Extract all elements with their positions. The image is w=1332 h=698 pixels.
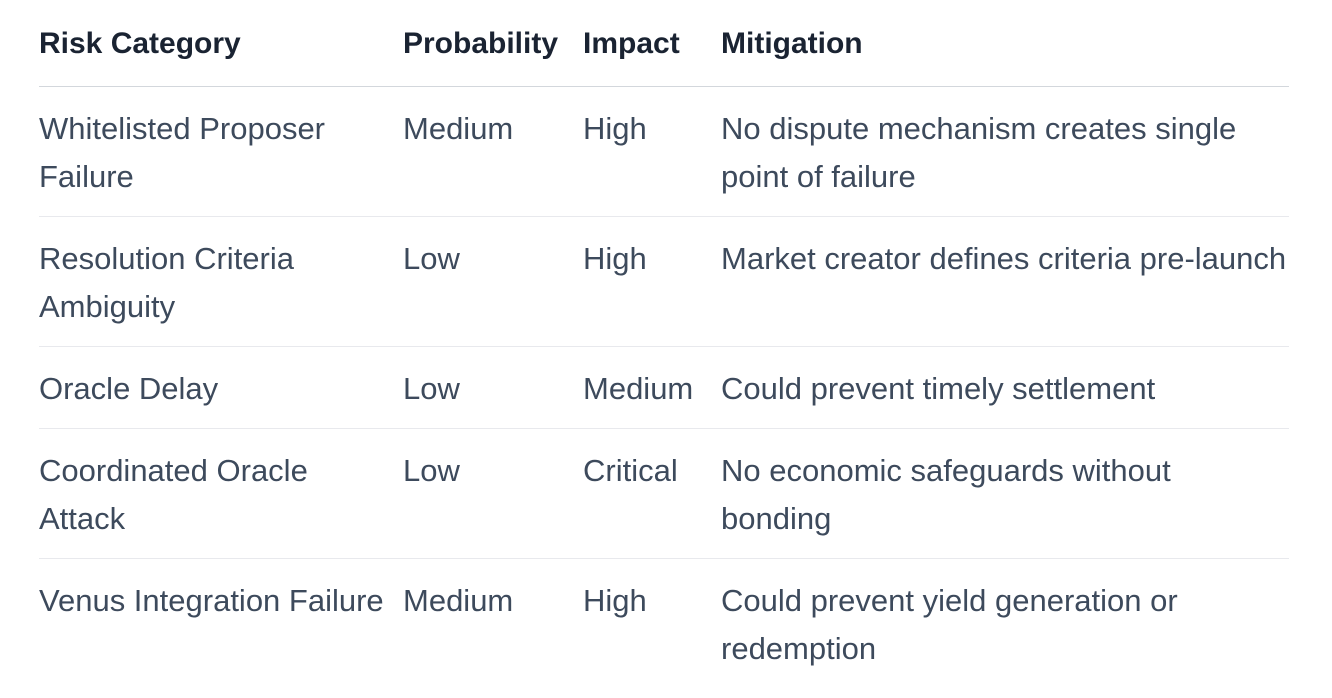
- cell-risk-category: Coordinated Oracle Attack: [39, 428, 403, 559]
- cell-risk-category: Resolution Criteria Ambiguity: [39, 216, 403, 347]
- risk-category-text: Coordinated Oracle Attack: [39, 453, 308, 536]
- cell-probability: Low: [403, 216, 583, 347]
- cell-impact: Critical: [583, 428, 721, 559]
- risk-category-text: Venus Integration Failure: [39, 583, 384, 618]
- table-header-row: Risk Category Probability Impact Mitigat…: [39, 0, 1289, 87]
- mitigation-text: Could prevent yield generation or redemp…: [721, 583, 1178, 666]
- mitigation-text: No dispute mechanism creates single poin…: [721, 111, 1237, 194]
- cell-probability: Low: [403, 346, 583, 429]
- risk-category-text: Resolution Criteria Ambiguity: [39, 241, 294, 324]
- table-row: Coordinated Oracle Attack Low Critical N…: [39, 428, 1289, 559]
- cell-probability: Low: [403, 428, 583, 559]
- mitigation-text: Could prevent timely settlement: [721, 371, 1156, 406]
- table-row: Venus Integration Failure Medium High Co…: [39, 559, 1289, 689]
- column-header-mitigation: Mitigation: [721, 0, 1289, 87]
- cell-mitigation: No dispute mechanism creates single poin…: [721, 86, 1289, 217]
- table-row: Oracle Delay Low Medium Could prevent ti…: [39, 346, 1289, 429]
- cell-mitigation: No economic safeguards without bonding: [721, 428, 1289, 559]
- cell-risk-category: Oracle Delay: [39, 346, 403, 429]
- mitigation-text: No economic safeguards without bonding: [721, 453, 1171, 536]
- cell-impact: High: [583, 86, 721, 217]
- column-header-probability: Probability: [403, 0, 583, 87]
- cell-impact: High: [583, 216, 721, 347]
- column-header-impact: Impact: [583, 0, 721, 87]
- column-header-risk-category: Risk Category: [39, 0, 403, 87]
- cell-risk-category: Venus Integration Failure: [39, 559, 403, 689]
- table-row: Resolution Criteria Ambiguity Low High M…: [39, 216, 1289, 347]
- cell-probability: Medium: [403, 583, 514, 618]
- cell-probability: Medium: [403, 86, 583, 217]
- cell-mitigation: Could prevent timely settlement: [721, 346, 1289, 429]
- cell-risk-category: Whitelisted Proposer Failure: [39, 86, 403, 217]
- risk-category-text: Oracle Delay: [39, 371, 219, 406]
- mitigation-text: Market creator defines criteria pre-laun…: [721, 241, 1287, 276]
- cell-impact: Medium: [583, 346, 721, 429]
- table-row: Whitelisted Proposer Failure Medium High…: [39, 86, 1289, 217]
- risk-assessment-table: Risk Category Probability Impact Mitigat…: [39, 0, 1289, 688]
- risk-category-text: Whitelisted Proposer Failure: [39, 111, 326, 194]
- cell-mitigation: Market creator defines criteria pre-laun…: [721, 216, 1289, 347]
- cell-mitigation: Could prevent yield generation or redemp…: [721, 559, 1289, 689]
- cell-impact: High: [583, 583, 647, 618]
